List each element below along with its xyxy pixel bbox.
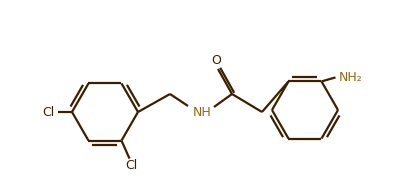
Text: Cl: Cl bbox=[126, 159, 138, 172]
Text: NH: NH bbox=[192, 105, 211, 119]
Text: NH₂: NH₂ bbox=[339, 71, 362, 84]
Text: O: O bbox=[211, 54, 221, 67]
Text: Cl: Cl bbox=[42, 105, 54, 119]
